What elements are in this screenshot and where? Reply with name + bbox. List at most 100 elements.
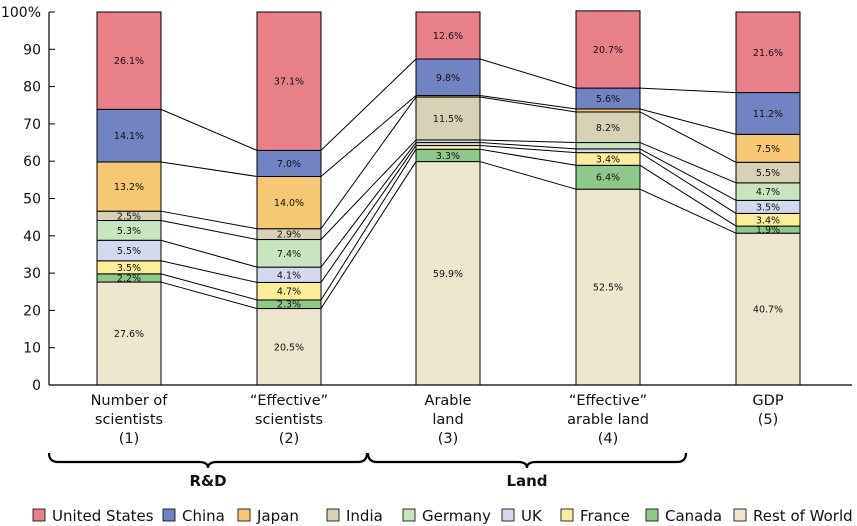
- bar-segment-rest-of-world: [575, 188, 641, 386]
- bar-stack: 59.9% 3.3% 11.5% 9.8% 12.6%: [415, 11, 481, 386]
- data-label: 2.5%: [117, 211, 141, 222]
- data-label: 7.4%: [277, 249, 301, 260]
- data-label: 26.1%: [114, 56, 144, 67]
- category-label: “Effective” scientists (2): [250, 393, 328, 447]
- category-label-line: (5): [758, 412, 779, 428]
- bar-segment-united-states: [96, 11, 162, 110]
- category-label: Arable land (3): [425, 393, 472, 447]
- data-label: 37.1%: [274, 77, 304, 88]
- category-label-line: (1): [119, 431, 140, 447]
- connector-line: [639, 148, 737, 201]
- data-label: 2.3%: [277, 300, 301, 311]
- category-label: GDP (5): [752, 393, 783, 428]
- connector-line: [160, 220, 258, 241]
- category-label-line: “Effective”: [250, 393, 328, 409]
- data-label: 4.7%: [756, 187, 780, 198]
- connector-line: [160, 210, 258, 230]
- data-label: 9.8%: [436, 73, 460, 84]
- legend-label-uk: UK: [521, 507, 543, 525]
- legend-swatch-canada: [645, 508, 659, 522]
- connector-line: [160, 239, 258, 268]
- legend-label-united-states: United States: [52, 507, 154, 525]
- connector-lines: [160, 58, 737, 310]
- y-tick-label: 50: [23, 192, 41, 208]
- data-label: 5.6%: [596, 94, 620, 105]
- category-label-line: Arable: [425, 393, 472, 409]
- connector-line: [320, 58, 417, 151]
- bar-segment-china: [415, 58, 481, 97]
- data-label: 2.2%: [117, 273, 141, 284]
- data-label: 27.6%: [114, 329, 144, 340]
- category-label-line: (4): [598, 431, 619, 447]
- data-label: 20.7%: [593, 45, 623, 56]
- connector-line: [479, 96, 577, 113]
- category-label-line: land: [432, 412, 463, 428]
- data-label: 1.9%: [756, 225, 780, 236]
- legend-swatch-rest-of-world: [733, 508, 747, 522]
- connector-line: [320, 145, 417, 283]
- category-label: Number of scientists (1): [91, 393, 169, 447]
- data-label: 5.3%: [117, 226, 141, 237]
- bar-stack: 27.6% 2.2%3.5% 5.5% 5.3% 2.5% 13.2% 14.1% 26.1%: [96, 11, 162, 386]
- bar-segment-japan: [735, 133, 801, 163]
- legend-swatch-uk: [501, 508, 515, 522]
- data-label: 4.7%: [277, 287, 301, 298]
- y-tick-label: 30: [23, 266, 41, 282]
- y-axis: 0 10 20 30 40 50 60 70 80 90 100%: [1, 5, 852, 394]
- data-label: 11.5%: [433, 114, 463, 125]
- category-label-line: scientists: [255, 412, 323, 428]
- category-label-line: Number of: [91, 393, 169, 409]
- data-label: 20.5%: [274, 342, 304, 353]
- group-brace: [366, 452, 688, 469]
- bar-segment-united-states: [575, 10, 641, 89]
- bar-segment-india: [575, 111, 641, 144]
- category-labels: Number of scientists (1) “Effective” scienti…: [91, 393, 784, 447]
- connector-line: [479, 142, 577, 150]
- legend-swatch-india: [326, 508, 340, 522]
- category-label-line: “Effective”: [569, 393, 647, 409]
- group-braces: R&D Land: [47, 452, 688, 490]
- data-label: 59.9%: [433, 269, 463, 280]
- connector-line: [479, 58, 577, 89]
- legend-label-china: China: [182, 507, 225, 525]
- y-tick-label: 10: [23, 341, 41, 357]
- data-label: 14.1%: [114, 131, 144, 142]
- group-brace: [47, 452, 369, 469]
- data-label: 13.2%: [114, 182, 144, 193]
- category-label-line: arable land: [567, 412, 649, 428]
- y-tick-label: 80: [23, 80, 41, 96]
- bar-stack: 40.7% 1.9%3.4% 3.5% 4.7% 5.5% 7.5% 11.2% 21.6%: [735, 11, 801, 386]
- data-label: 8.2%: [596, 123, 620, 134]
- connector-line: [320, 148, 417, 301]
- data-label: 3.4%: [756, 215, 780, 226]
- category-label-line: (3): [438, 431, 459, 447]
- data-label: 12.6%: [433, 31, 463, 42]
- bar-segment-germany: [575, 142, 641, 150]
- data-label: 5.5%: [117, 246, 141, 257]
- y-tick-label: 20: [23, 303, 41, 319]
- connector-line: [639, 87, 737, 94]
- data-label: 3.3%: [436, 151, 460, 162]
- legend-label-india: India: [346, 507, 383, 525]
- y-tick-label: 40: [23, 229, 41, 245]
- data-label: 7.0%: [277, 159, 301, 170]
- bar-segment-united-states: [415, 11, 481, 60]
- data-label: 11.2%: [753, 109, 783, 120]
- bar-stack: 20.5% 2.3% 4.7% 4.1% 7.4% 2.9% 14.0% 7.0% 37.1%: [256, 11, 322, 386]
- connector-line: [160, 108, 258, 151]
- category-label-line: scientists: [95, 412, 163, 428]
- connector-line: [320, 161, 417, 309]
- data-label: 7.5%: [756, 144, 780, 155]
- connector-line: [320, 142, 417, 268]
- bar-segment-united-states: [256, 11, 322, 151]
- data-label: 4.1%: [277, 270, 301, 281]
- legend: United States China Japan India Germany UK Fra…: [32, 507, 853, 525]
- legend-label-germany: Germany: [422, 507, 491, 525]
- y-tick-label: 0: [32, 378, 41, 394]
- bar-segment-rest-of-world: [96, 281, 162, 386]
- legend-label-japan: Japan: [256, 507, 299, 525]
- bar-segment-china: [256, 149, 322, 177]
- bar-stack: 52.5% 6.4% 3.4% 8.2% 5.6% 20.7%: [575, 10, 641, 386]
- connector-line: [160, 161, 258, 177]
- bar-segment-united-states: [735, 11, 801, 94]
